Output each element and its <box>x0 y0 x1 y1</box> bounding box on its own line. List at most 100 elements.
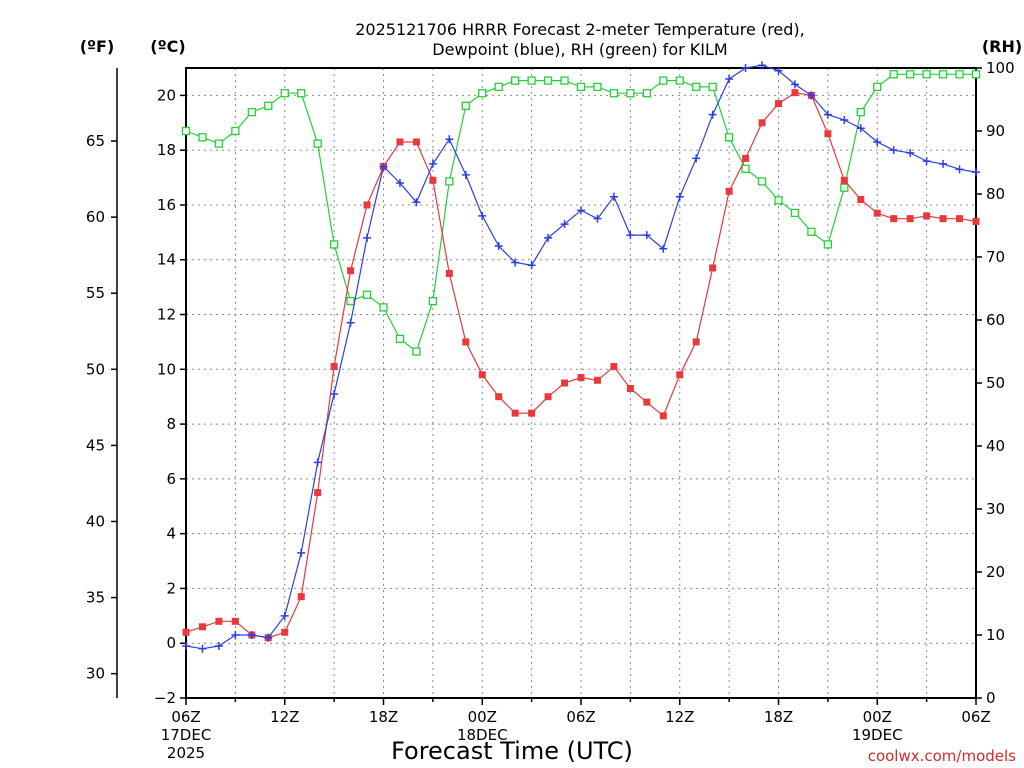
rh-tick-label: 20 <box>986 563 1005 581</box>
rh-point <box>264 101 273 110</box>
rh-point <box>231 126 240 136</box>
left-celsius-unit: (ºC) <box>150 37 185 56</box>
rh-point <box>297 89 306 98</box>
temperature-point <box>890 215 898 223</box>
dewpoint-point <box>346 318 355 327</box>
x-tick-label: 2025 <box>167 744 205 762</box>
rh-tick-label: 60 <box>986 311 1005 329</box>
temperature-point <box>643 398 651 406</box>
rh-point <box>790 208 800 218</box>
x-axis-title: Forecast Time (UTC) <box>391 737 633 765</box>
dewpoint-point <box>198 644 207 653</box>
temperature-point <box>956 215 964 223</box>
rh-point <box>543 76 553 85</box>
rh-point <box>873 82 882 92</box>
temperature-point <box>198 623 206 631</box>
temperature-point <box>692 338 700 346</box>
dewpoint-point <box>939 159 948 168</box>
celsius-tick-label: 12 <box>157 306 176 324</box>
temperature-point <box>396 138 404 146</box>
fahrenheit-tick-label: 35 <box>86 589 105 607</box>
dewpoint-point <box>955 165 964 174</box>
dewpoint-point <box>560 220 569 229</box>
temperature-point <box>709 264 717 272</box>
rh-point <box>938 70 948 79</box>
rh-point <box>247 107 256 117</box>
temperature-point <box>347 267 355 275</box>
dewpoint-point <box>313 458 322 467</box>
dewpoint-point <box>642 231 651 240</box>
fahrenheit-tick-label: 45 <box>86 436 105 454</box>
temperature-point <box>445 269 453 277</box>
dewpoint-point <box>593 214 602 223</box>
rh-point <box>724 133 734 142</box>
fahrenheit-tick-label: 65 <box>86 132 105 150</box>
temperature-point <box>478 371 486 379</box>
left-fahrenheit-unit: (ºF) <box>80 37 115 56</box>
rh-point <box>889 70 898 79</box>
axes: −2 0 2 4 6 8 10 12 14 16 18 20 30 35 40 45 50 55 60 65 0 10 20… <box>86 59 1015 762</box>
temperature-point <box>462 338 470 346</box>
rh-point <box>412 347 421 356</box>
rh-tick-label: 90 <box>986 122 1005 140</box>
temperature-point <box>577 374 585 382</box>
dewpoint-series <box>182 61 980 653</box>
dewpoint-point <box>922 157 931 166</box>
dewpoint-point <box>823 110 832 119</box>
rh-point <box>955 70 964 79</box>
dewpoint-point <box>626 231 635 240</box>
celsius-tick-label: 8 <box>166 415 176 433</box>
rh-point <box>560 76 569 85</box>
dewpoint-point <box>297 548 306 557</box>
rh-tick-label: 0 <box>986 689 996 707</box>
temperature-point <box>610 363 618 371</box>
dewpoint-point <box>889 146 898 155</box>
rh-point <box>922 70 931 79</box>
dewpoint-point <box>363 233 372 242</box>
temperature-point <box>725 187 733 195</box>
x-tick-label: 18Z <box>369 708 398 726</box>
dewpoint-point <box>725 74 734 83</box>
rh-point <box>609 89 619 98</box>
right-rh-unit: (RH) <box>982 37 1022 56</box>
celsius-tick-label: 20 <box>157 86 176 104</box>
temperature-point <box>528 409 536 417</box>
rh-point <box>181 126 191 136</box>
dewpoint-point <box>741 64 750 72</box>
rh-point <box>692 82 701 92</box>
rh-point <box>379 303 388 312</box>
rh-point <box>511 76 520 85</box>
rh-point <box>757 177 767 186</box>
grid-lines <box>186 68 976 698</box>
rh-point <box>659 76 668 85</box>
rh-point <box>840 183 849 192</box>
temperature-point <box>330 363 338 371</box>
temperature-point <box>412 138 420 146</box>
rh-point <box>593 82 602 92</box>
temperature-point <box>659 412 667 420</box>
temperature-point <box>923 212 931 220</box>
x-tick-label: 18Z <box>764 708 793 726</box>
dewpoint-point <box>544 233 553 242</box>
dewpoint-point <box>807 91 816 100</box>
dewpoint-point <box>972 168 980 177</box>
rh-tick-label: 40 <box>986 437 1005 455</box>
dewpoint-point <box>675 192 684 201</box>
temperature-point <box>561 379 569 387</box>
temperature-point <box>593 376 601 384</box>
rh-tick-label: 30 <box>986 500 1005 518</box>
rh-point <box>329 240 339 249</box>
chart-subtitle: Dewpoint (blue), RH (green) for KILM <box>432 40 727 59</box>
rh-tick-label: 70 <box>986 248 1005 266</box>
rh-point <box>675 76 684 85</box>
celsius-tick-label: 6 <box>166 470 176 488</box>
dewpoint-point <box>330 389 339 398</box>
celsius-tick-label: 4 <box>166 525 176 543</box>
dewpoint-point <box>182 641 190 650</box>
temperature-point <box>544 393 552 401</box>
rh-point <box>774 196 783 205</box>
rh-point <box>906 70 915 79</box>
dewpoint-point <box>856 124 865 133</box>
fahrenheit-tick-label: 40 <box>86 512 105 530</box>
